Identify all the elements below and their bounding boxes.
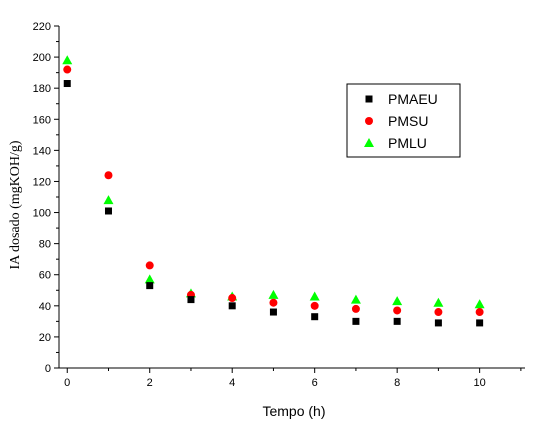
data-point	[63, 65, 72, 74]
data-point	[228, 294, 237, 303]
data-point	[392, 296, 403, 306]
y-tick-label: 100	[33, 208, 51, 220]
data-point	[433, 297, 444, 307]
data-point	[475, 308, 484, 317]
data-point	[350, 294, 361, 304]
data-point	[146, 282, 154, 290]
data-point	[474, 299, 485, 309]
data-point	[476, 319, 484, 327]
data-point	[393, 306, 402, 315]
x-tick-label: 8	[394, 377, 400, 389]
legend-label: PMLU	[388, 135, 427, 151]
y-axis-title: IA dosado (mgKOH/g)	[8, 140, 23, 269]
data-point	[62, 55, 73, 65]
data-point	[309, 291, 320, 301]
y-tick-label: 60	[39, 270, 51, 282]
x-tick-label: 2	[147, 377, 153, 389]
y-tick-label: 40	[39, 301, 51, 313]
series-pmsu	[63, 65, 484, 317]
legend: PMAEU PMSU PMLU	[346, 83, 461, 158]
data-point	[310, 301, 319, 310]
x-tick-label: 6	[312, 377, 318, 389]
data-point	[434, 308, 443, 317]
data-point	[104, 207, 112, 215]
data-point	[103, 195, 114, 205]
data-point	[269, 308, 277, 316]
y-tick-label: 140	[33, 145, 51, 157]
y-tick-label: 200	[33, 52, 51, 64]
y-tick-label: 20	[39, 332, 51, 344]
data-point	[268, 289, 279, 299]
x-axis-ticks: 0 2 4 6 8 10	[64, 368, 522, 389]
data-point	[269, 298, 278, 307]
y-tick-label: 0	[45, 363, 51, 375]
legend-label: PMSU	[388, 113, 428, 129]
x-tick-label: 0	[64, 377, 70, 389]
y-tick-label: 120	[33, 176, 51, 188]
legend-marker	[365, 95, 373, 103]
legend-marker	[365, 117, 373, 125]
y-tick-label: 160	[33, 114, 51, 126]
x-axis-title: Tempo (h)	[262, 403, 325, 419]
y-tick-label: 80	[39, 239, 51, 251]
x-tick-label: 10	[474, 377, 486, 389]
data-point	[311, 313, 319, 321]
series-pmaeu	[63, 80, 484, 327]
data-point	[228, 302, 236, 310]
series-layer	[62, 55, 485, 327]
y-tick-label: 220	[33, 21, 51, 33]
legend-label: PMAEU	[388, 91, 438, 107]
data-point	[393, 317, 401, 325]
data-point	[63, 80, 71, 88]
x-tick-label: 4	[229, 377, 235, 389]
chart-axes	[58, 26, 525, 369]
y-axis-ticks: 0 20 40 60 80 100 120 140 160 180 200 220	[33, 21, 59, 375]
y-tick-label: 180	[33, 83, 51, 95]
data-point	[351, 304, 360, 313]
data-point	[352, 317, 360, 325]
data-point	[187, 296, 195, 304]
data-point	[104, 171, 113, 180]
data-point	[145, 261, 154, 270]
legend-marker	[364, 138, 374, 147]
data-point	[144, 274, 155, 284]
data-point	[434, 319, 442, 327]
